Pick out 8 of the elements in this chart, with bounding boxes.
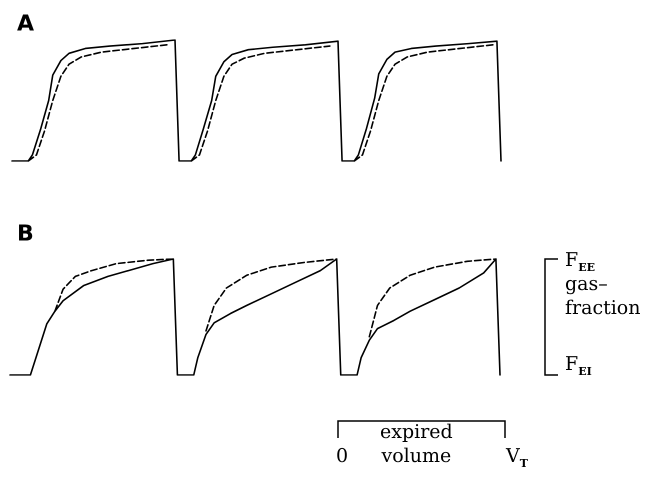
text: F$_{EI}$ <box>565 352 592 380</box>
text: V$_{T}$ <box>506 444 528 472</box>
text: F$_{EE}$ <box>565 249 595 274</box>
chart-title: A <box>17 12 34 36</box>
chart-title: B <box>17 222 34 246</box>
text: expired volume <box>380 420 453 468</box>
text: 0 <box>336 444 348 468</box>
text: gas– fraction <box>565 272 640 320</box>
